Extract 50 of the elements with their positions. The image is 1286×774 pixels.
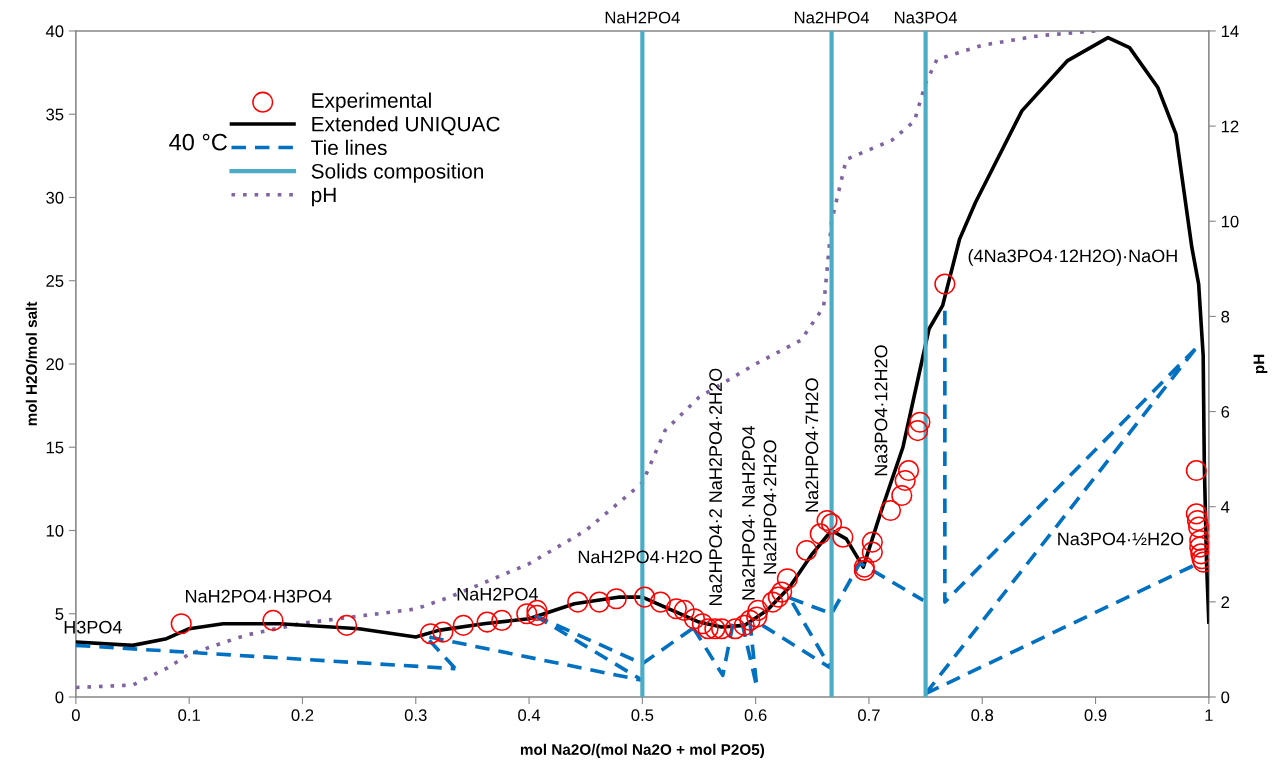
annotation: H3PO4 [64,620,122,634]
annotation: NaH2PO4 [457,587,538,601]
annotation: Na2HPO4 [794,11,870,24]
y2-tick-label: 10 [1221,215,1239,228]
annotation: Na2HPO4·7H2O [805,378,819,512]
annotation: 40 °C [169,133,227,151]
x-tick-label: 0.6 [744,709,767,722]
y-axis-title: mol H2O/mol salt [25,301,38,426]
legend-label: Experimental [312,92,431,112]
x-tick-label: 0.1 [178,709,200,722]
y-tick-label: 15 [46,441,64,454]
annotation: (4Na3PO4·12H2O)·NaOH [968,248,1177,266]
y2-tick-label: 4 [1221,501,1230,513]
legend-label: Solids composition [311,163,483,183]
y2-tick-label: 14 [1221,25,1239,37]
annotation: Na2HPO4·2 NaH2PO4·2H2O [709,368,722,606]
y2-tick-label: 0 [1221,691,1230,704]
x-tick-label: 0.3 [404,709,427,722]
x-tick-label: 0.9 [1084,709,1107,722]
y-tick-label: 20 [46,358,64,371]
x-tick-label: 0.7 [858,709,880,722]
y-tick-label: 30 [46,191,64,204]
y2-tick-label: 6 [1221,405,1230,418]
legend-label: Extended UNIQUAC [312,116,500,136]
x-tick-label: 0.2 [291,709,314,722]
annotation: Na2HPO4· NaH2PO4 [742,425,755,600]
y-tick-label: 0 [55,691,64,704]
annotation: Na2HPO4·2H2O [763,440,777,574]
y-tick-label: 35 [46,108,64,121]
y2-tick-label: 12 [1221,120,1239,133]
y2-tick-label: 8 [1221,310,1230,323]
x-tick-label: 0.8 [971,709,994,722]
annotation: NaH2PO4·H3PO4 [186,589,332,603]
x-tick-label: 0 [71,709,80,722]
annotation: Na3PO4·½H2O [1058,532,1184,546]
y-tick-label: 5 [55,608,64,620]
x-tick-label: 1 [1205,709,1213,721]
y2-axis-title: pH [1253,354,1268,374]
y2-tick-label: 2 [1221,596,1230,608]
y-tick-label: 40 [45,25,64,38]
y-tick-label: 10 [46,524,64,537]
annotation: Na3PO4 [895,11,958,24]
x-tick-label: 0.4 [518,709,541,722]
legend-label: pH [312,187,336,207]
y-tick-label: 25 [46,275,64,287]
x-tick-label: 0.5 [631,709,654,722]
annotation: NaH2PO4 [605,11,680,24]
legend-label: Tie lines [311,139,387,156]
x-axis-title: mol Na2O/(mol Na2O + mol P2O5) [520,743,765,759]
annotation: Na3PO4·12H2O [874,345,888,476]
